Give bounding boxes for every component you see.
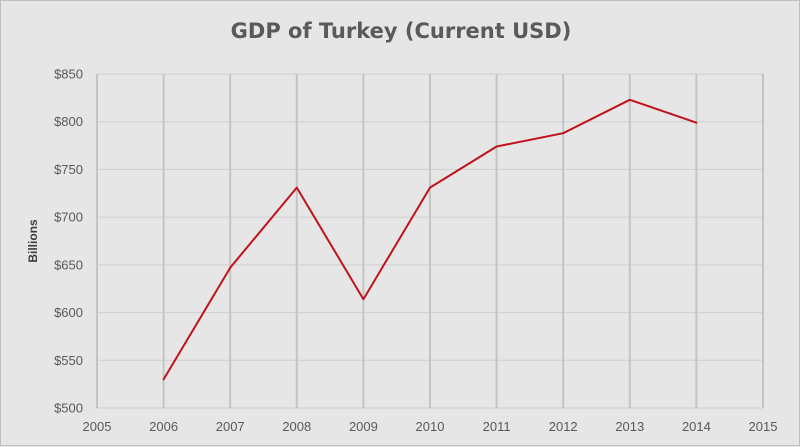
y-tick-label: $850 [54,67,83,82]
series-line [162,98,698,381]
x-tick-label: 2008 [282,419,311,434]
x-tick-label: 2010 [416,419,445,434]
tick-labels: $500 $550 $600 $650 $700 $750 $800 $850 2005 2006… [54,67,777,435]
y-tick-label: $800 [54,114,83,129]
x-tick-label: 2012 [549,419,578,434]
x-tick-label: 2005 [83,419,112,434]
chart-title: GDP of Turkey (Current USD) [230,19,572,43]
y-tick-label: $750 [54,162,83,177]
x-tick-label: 2009 [349,419,378,434]
x-tick-label: 2014 [682,419,711,434]
gridlines [96,73,764,409]
y-axis-title: Billions [26,219,40,263]
x-tick-label: 2015 [749,419,778,434]
series-layer [162,98,698,381]
y-tick-label: $500 [54,401,83,416]
x-tick-label: 2013 [615,419,644,434]
x-tick-label: 2011 [483,419,511,434]
x-tick-label: 2006 [149,419,178,434]
y-tick-label: $600 [54,305,83,320]
y-tick-label: $700 [54,210,83,225]
y-tick-label: $650 [54,257,83,272]
y-tick-label: $550 [54,353,83,368]
x-tick-label: 2007 [216,419,245,434]
